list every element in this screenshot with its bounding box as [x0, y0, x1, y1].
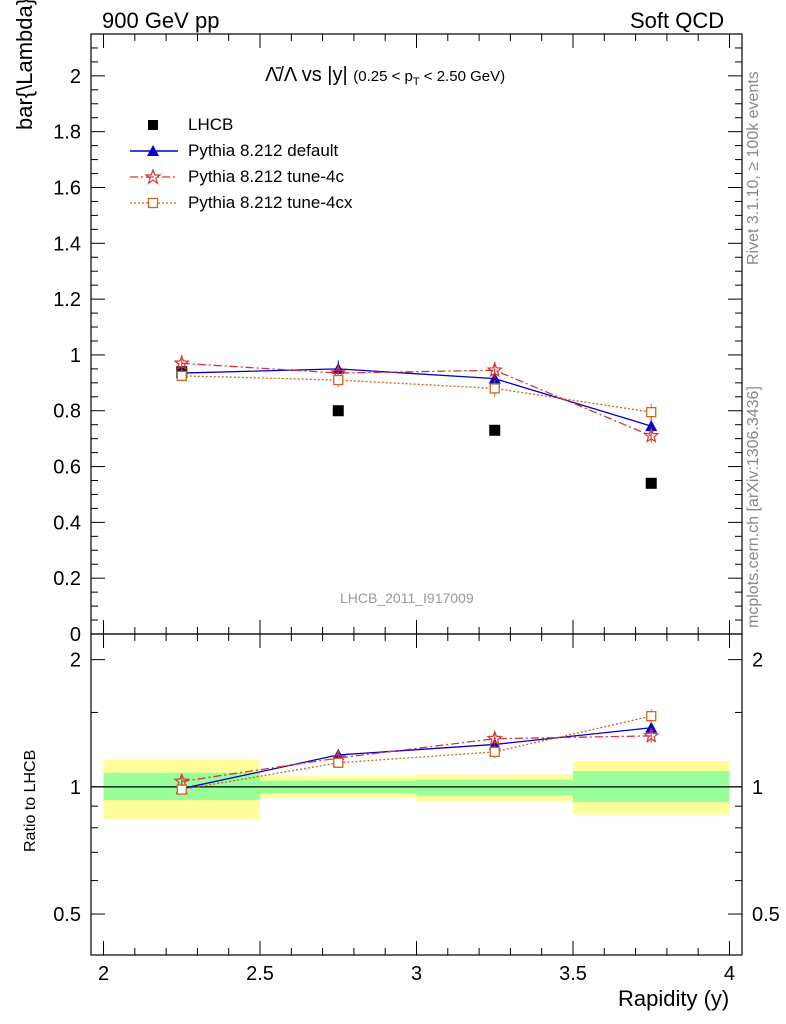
series-line-pythia-8-212-default	[181, 368, 652, 427]
ratio-tick-label: 0.5	[752, 904, 780, 926]
legend-marker-default	[130, 145, 178, 156]
y-tick-label: 1	[70, 345, 81, 367]
y-tick-label: 0.2	[53, 568, 81, 590]
legend-label: Pythia 8.212 tune-4cx	[188, 193, 353, 212]
data-point-pythia-8-212-tune-4c	[642, 427, 660, 443]
ratio-point-pythia-8-212-tune-4cx	[333, 757, 344, 768]
data-point-pythia-8-212-tune-4cx	[333, 374, 344, 386]
series-line-pythia-8-212-tune-4cx	[181, 375, 652, 413]
legend-marker-lhcb	[148, 120, 158, 130]
ratio-point-pythia-8-212-tune-4cx	[176, 784, 187, 795]
x-tick-label: 3.5	[559, 963, 587, 985]
data-point-pythia-8-212-tune-4c	[486, 361, 503, 378]
ratio-line-pythia-8-212-default	[181, 727, 652, 790]
x-tick-label: 3	[411, 963, 422, 985]
ratio-tick-label: 1	[752, 777, 763, 799]
y-tick-label: 1.6	[53, 177, 81, 199]
legend-label: Pythia 8.212 tune-4c	[188, 167, 344, 186]
y-axis-label: bar{\Lambda}/\Lambda	[12, 0, 37, 130]
ratio-line-pythia-8-212-tune-4cx	[181, 715, 652, 791]
ratio-band-inner	[416, 779, 573, 796]
ratio-point-pythia-8-212-tune-4c	[642, 727, 660, 743]
legend-label: Pythia 8.212 default	[188, 141, 339, 160]
series-line-pythia-8-212-tune-4c	[181, 362, 652, 437]
chart-title-main: Λ̄/Λ vs |y|	[265, 64, 348, 86]
y-tick-label: 1.8	[53, 122, 81, 144]
legend: LHCB Pythia 8.212 default Pythia 8.212 t…	[130, 112, 352, 216]
legend-item-default: Pythia 8.212 default	[130, 138, 352, 164]
data-point-lhcb	[489, 424, 501, 436]
y-tick-label: 2	[70, 66, 81, 88]
y-tick-label: 1.4	[53, 233, 81, 255]
data-point-pythia-8-212-tune-4cx	[489, 383, 500, 394]
ratio-y-axis-label: Ratio to LHCB	[22, 749, 39, 852]
header-right: Soft QCD	[630, 8, 725, 33]
ratio-tick-label: 1	[70, 777, 81, 799]
legend-item-lhcb: LHCB	[130, 112, 352, 138]
legend-item-tune-4cx: Pythia 8.212 tune-4cx	[130, 190, 352, 216]
header-left: 900 GeV pp	[102, 8, 220, 33]
ratio-point-pythia-8-212-tune-4cx	[489, 746, 500, 758]
y-tick-label: 0.8	[53, 401, 81, 423]
ratio-point-pythia-8-212-tune-4c	[486, 730, 503, 746]
y-tick-label: 0	[70, 624, 81, 646]
data-point-pythia-8-212-default	[645, 420, 658, 432]
y-tick-label: 0.4	[53, 512, 81, 534]
ratio-tick-label: 0.5	[53, 904, 81, 926]
x-axis-label: Rapidity (y)	[618, 986, 730, 1011]
y-tick-label: 1.2	[53, 289, 81, 311]
ratio-point-pythia-8-212-default	[645, 721, 658, 733]
legend-label: LHCB	[188, 115, 234, 134]
chart-title: Λ̄/Λ vs |y| (0.25 < pT < 2.50 GeV)	[265, 64, 505, 88]
legend-marker-tune-4c	[130, 168, 178, 185]
legend-marker-tune-4cx	[130, 197, 178, 209]
data-point-lhcb	[645, 477, 657, 489]
data-point-pythia-8-212-tune-4c	[173, 354, 191, 371]
x-tick-label: 4	[724, 963, 735, 985]
ratio-point-pythia-8-212-tune-4c	[173, 772, 191, 789]
legend-item-tune-4c: Pythia 8.212 tune-4c	[130, 164, 352, 190]
data-point-pythia-8-212-tune-4cx	[646, 406, 657, 418]
data-point-lhcb	[332, 405, 344, 417]
x-tick-label: 2	[98, 963, 109, 985]
source-label: mcplots.cern.ch [arXiv:1306.3436]	[745, 386, 762, 628]
chart-title-range: (0.25 < pT < 2.50 GeV)	[353, 68, 506, 88]
analysis-watermark: LHCB_2011_I917009	[340, 590, 474, 606]
data-point-pythia-8-212-tune-4cx	[176, 370, 187, 382]
ratio-tick-label: 2	[70, 650, 81, 672]
x-tick-label: 2.5	[246, 963, 274, 985]
y-tick-label: 0.6	[53, 457, 81, 479]
ratio-tick-label: 2	[752, 650, 763, 672]
rivet-version-label: Rivet 3.1.10, ≥ 100k events	[745, 71, 762, 265]
ratio-point-pythia-8-212-tune-4cx	[646, 710, 657, 722]
